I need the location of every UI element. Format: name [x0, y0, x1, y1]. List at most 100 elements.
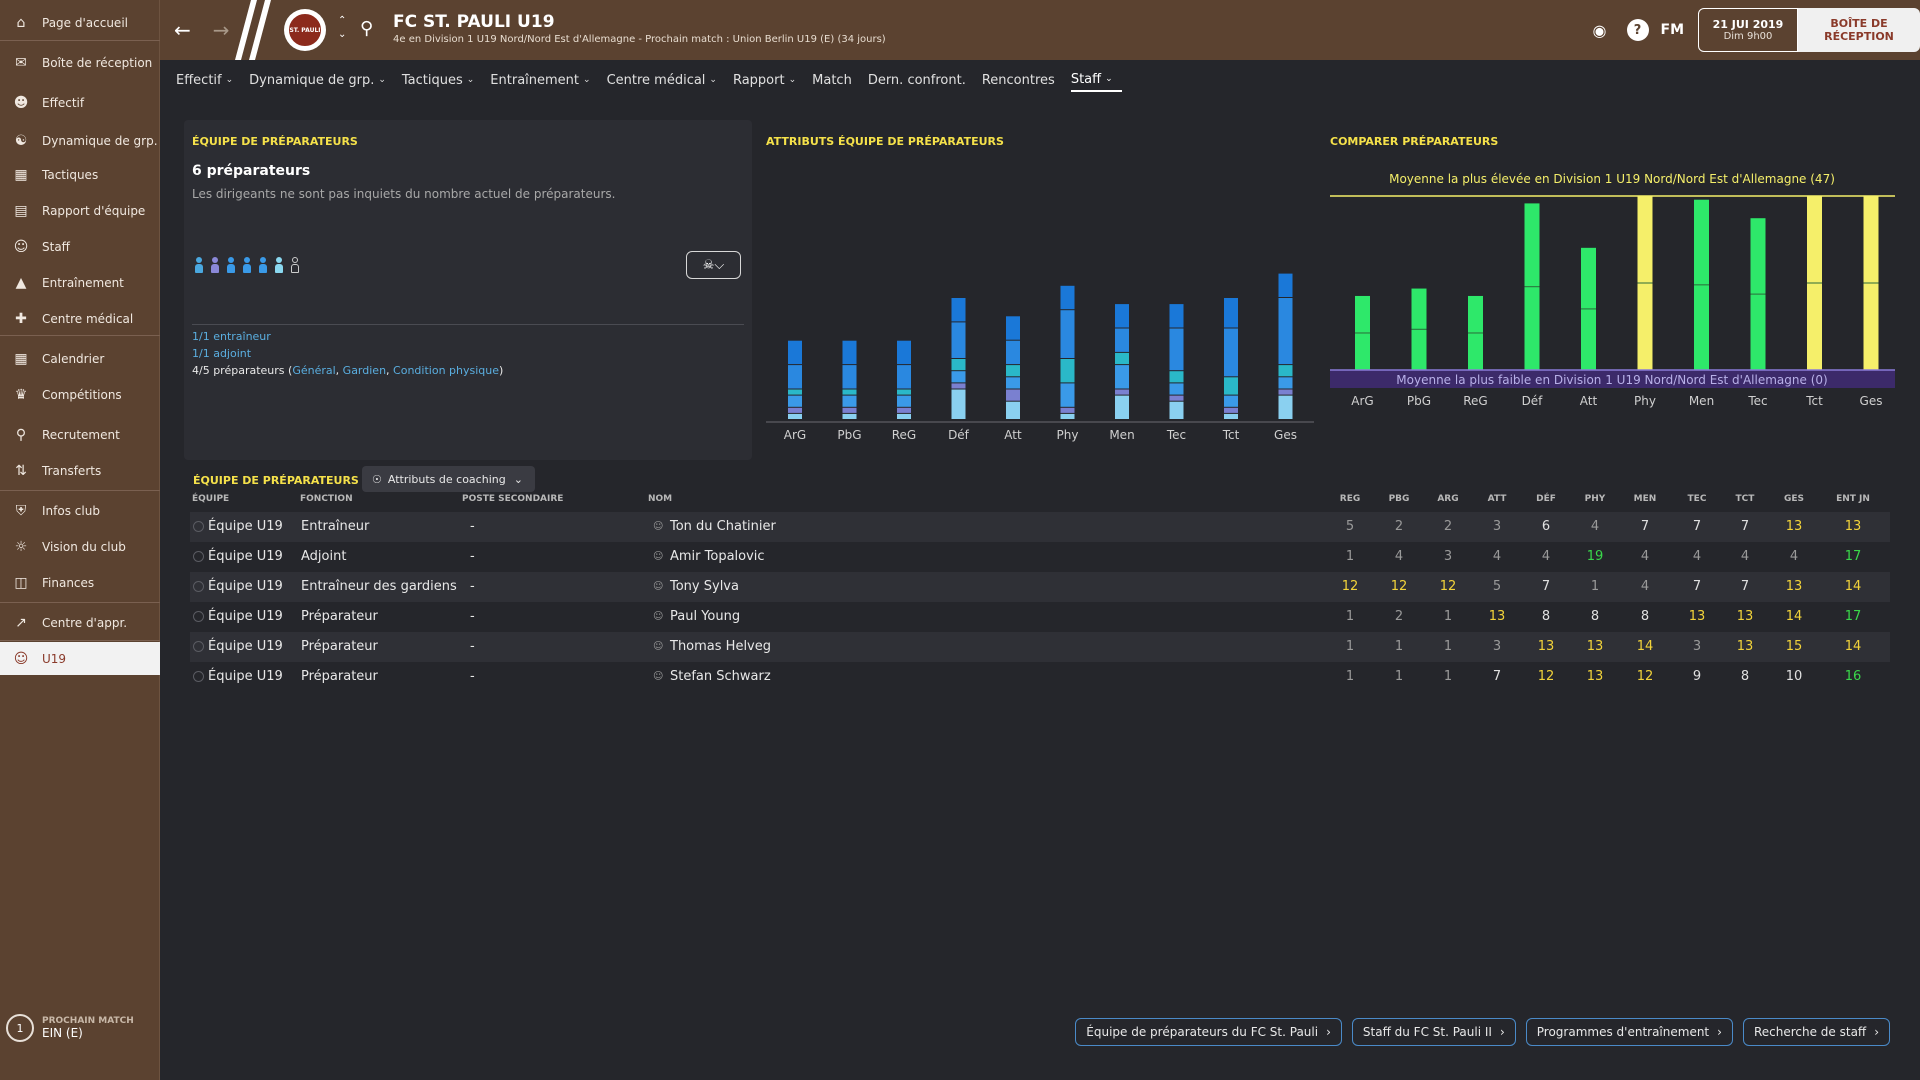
role-coach[interactable]: 1/1 entraîneur: [192, 330, 271, 343]
bar-segment[interactable]: [1278, 298, 1293, 365]
sidebar-item-u19[interactable]: ☺ U19: [0, 642, 160, 675]
cell-name[interactable]: Ton du Chatinier: [670, 519, 776, 534]
bar-segment[interactable]: [1006, 377, 1020, 389]
bottom-link-button[interactable]: Programmes d'entraînement ›: [1525, 1018, 1733, 1046]
column-header-arg[interactable]: ARG: [1437, 494, 1459, 504]
bar-segment[interactable]: [1169, 395, 1184, 401]
help-icon[interactable]: ?: [1626, 19, 1649, 41]
sidebar-item-finances[interactable]: ◫ Finances: [0, 566, 160, 599]
bar-segment[interactable]: [1115, 304, 1129, 328]
bar-segment[interactable]: [1060, 310, 1075, 358]
sidebar-item-home[interactable]: ⌂ Page d'accueil: [0, 6, 160, 39]
next-match[interactable]: 1 PROCHAIN MATCH EIN (E): [6, 1014, 134, 1042]
tab-8[interactable]: Rencontres: [982, 68, 1064, 92]
bar-segment[interactable]: [1115, 365, 1129, 389]
table-row[interactable]: ☺ Équipe U19 Préparateur - Paul Young 1 2 1 13 8 8…: [190, 602, 1890, 632]
bottom-link-button[interactable]: Recherche de staff ›: [1742, 1018, 1890, 1046]
role-assistant[interactable]: 1/1 adjoint: [192, 347, 252, 360]
cell-name[interactable]: Paul Young: [670, 609, 741, 624]
club-switch-arrows[interactable]: ⌃ ⌄: [338, 15, 347, 40]
sidebar-item-staff[interactable]: ☺ Staff: [0, 230, 160, 263]
table-row[interactable]: ☺ Équipe U19 Adjoint - Amir Topalovic 1 4 3 4 4 19…: [190, 542, 1890, 572]
add-staff-button[interactable]: ☠⌵: [686, 251, 741, 279]
tab-7[interactable]: Dern. confront.: [868, 68, 975, 92]
bar-segment[interactable]: [1278, 273, 1293, 297]
column-header-att[interactable]: ATT: [1487, 494, 1507, 504]
bar-segment[interactable]: [951, 371, 966, 383]
bar-segment[interactable]: [842, 365, 857, 389]
club-crest[interactable]: ST. PAULI: [284, 9, 326, 51]
bar-segment[interactable]: [897, 365, 911, 389]
column-header-pbg[interactable]: PBG: [1388, 494, 1410, 504]
bar-segment[interactable]: [842, 340, 857, 365]
column-header-men[interactable]: MEN: [1633, 494, 1657, 504]
sidebar-item-academy[interactable]: ↗ Centre d'appr.: [0, 606, 160, 639]
column-header-name[interactable]: NOM: [648, 494, 673, 504]
sidebar-item-dynamics[interactable]: ☯ Dynamique de grp.: [0, 124, 160, 157]
bar-segment[interactable]: [842, 413, 857, 419]
search-icon[interactable]: ⚲: [360, 18, 374, 39]
table-row[interactable]: ☺ Équipe U19 Préparateur - Thomas Helveg 1 1 1 3…: [190, 632, 1890, 662]
bar-segment[interactable]: [1169, 401, 1184, 419]
sidebar-item-trophy[interactable]: ♛ Compétitions: [0, 378, 160, 411]
sidebar-item-tactics[interactable]: ▦ Tactiques: [0, 158, 160, 191]
bar-segment[interactable]: [1115, 328, 1129, 352]
bar-segment[interactable]: [951, 298, 966, 322]
sidebar-item-shield[interactable]: ⛨ Infos club: [0, 494, 160, 527]
table-row[interactable]: ☺ Équipe U19 Entraîneur des gardiens - Tony …: [190, 572, 1890, 602]
column-header-tct[interactable]: TCT: [1735, 494, 1755, 504]
bar-segment[interactable]: [951, 359, 966, 371]
bar-segment[interactable]: [1278, 365, 1293, 377]
column-header-function[interactable]: FONCTION: [300, 494, 353, 504]
cell-name[interactable]: Stefan Schwarz: [670, 669, 771, 684]
column-header-secondary[interactable]: POSTE SECONDAIRE: [462, 494, 564, 504]
row-select-circle[interactable]: [193, 581, 204, 592]
bar-segment[interactable]: [951, 383, 966, 389]
trainers-link-goalkeeper[interactable]: Gardien: [342, 364, 387, 377]
bar-segment[interactable]: [951, 389, 966, 420]
compare-bar[interactable]: [1694, 199, 1709, 388]
tab-5[interactable]: Rapport ⌄: [733, 68, 805, 92]
forward-arrow-icon[interactable]: →: [212, 18, 230, 42]
bar-segment[interactable]: [1115, 395, 1129, 419]
bar-segment[interactable]: [1278, 377, 1293, 389]
compare-bar[interactable]: [1863, 196, 1879, 388]
bottom-link-button[interactable]: Staff du FC St. Pauli II ›: [1351, 1018, 1516, 1046]
compare-bar[interactable]: [1581, 247, 1596, 388]
row-select-circle[interactable]: [193, 641, 204, 652]
bottom-link-button[interactable]: Équipe de préparateurs du FC St. Pauli ›: [1075, 1018, 1342, 1046]
back-arrow-icon[interactable]: ←: [174, 18, 191, 42]
bar-segment[interactable]: [897, 413, 911, 419]
row-select-circle[interactable]: [193, 521, 204, 532]
bar-segment[interactable]: [1006, 316, 1020, 340]
bar-segment[interactable]: [788, 340, 802, 365]
bar-segment[interactable]: [1115, 352, 1129, 365]
sidebar-item-report[interactable]: ▤ Rapport d'équipe: [0, 194, 160, 227]
trainers-link-general[interactable]: Général: [292, 364, 336, 377]
bar-segment[interactable]: [1006, 365, 1020, 377]
inbox-button[interactable]: BOÎTE DE RÉCEPTION: [1798, 8, 1920, 52]
bar-segment[interactable]: [1060, 413, 1075, 419]
bar-segment[interactable]: [1224, 395, 1238, 407]
sidebar-item-scouting[interactable]: ⚲ Recrutement: [0, 418, 160, 451]
cell-name[interactable]: Tony Sylva: [670, 579, 739, 594]
bar-segment[interactable]: [1006, 389, 1020, 401]
tab-1[interactable]: Dynamique de grp. ⌄: [249, 68, 395, 92]
tab-6[interactable]: Match: [812, 68, 861, 92]
bar-segment[interactable]: [1060, 407, 1075, 413]
column-header-tec[interactable]: TEC: [1687, 494, 1707, 504]
sidebar-item-medical[interactable]: ✚ Centre médical: [0, 302, 160, 335]
bar-segment[interactable]: [1060, 383, 1075, 407]
bar-segment[interactable]: [1224, 328, 1238, 377]
trainers-link-fitness[interactable]: Condition physique: [393, 364, 500, 377]
bar-segment[interactable]: [1169, 304, 1184, 328]
bar-segment[interactable]: [788, 389, 802, 395]
compare-bar[interactable]: [1355, 295, 1370, 388]
bar-segment[interactable]: [1060, 285, 1075, 310]
bar-segment[interactable]: [1169, 328, 1184, 371]
bar-segment[interactable]: [897, 395, 911, 407]
column-header-ges[interactable]: GES: [1783, 494, 1805, 504]
cell-name[interactable]: Thomas Helveg: [670, 639, 771, 654]
row-select-circle[interactable]: [193, 671, 204, 682]
bar-segment[interactable]: [1224, 413, 1238, 419]
